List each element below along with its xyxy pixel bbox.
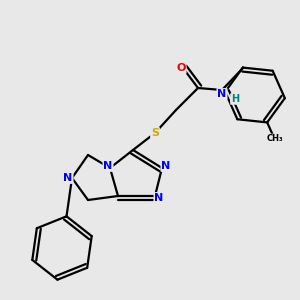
Text: N: N bbox=[63, 173, 73, 183]
Text: N: N bbox=[154, 193, 164, 203]
Text: H: H bbox=[231, 94, 239, 104]
Text: N: N bbox=[103, 161, 112, 171]
Text: CH₃: CH₃ bbox=[266, 134, 283, 143]
Text: S: S bbox=[151, 128, 159, 138]
Text: N: N bbox=[218, 89, 226, 99]
Text: N: N bbox=[161, 161, 171, 171]
Text: O: O bbox=[176, 63, 186, 73]
